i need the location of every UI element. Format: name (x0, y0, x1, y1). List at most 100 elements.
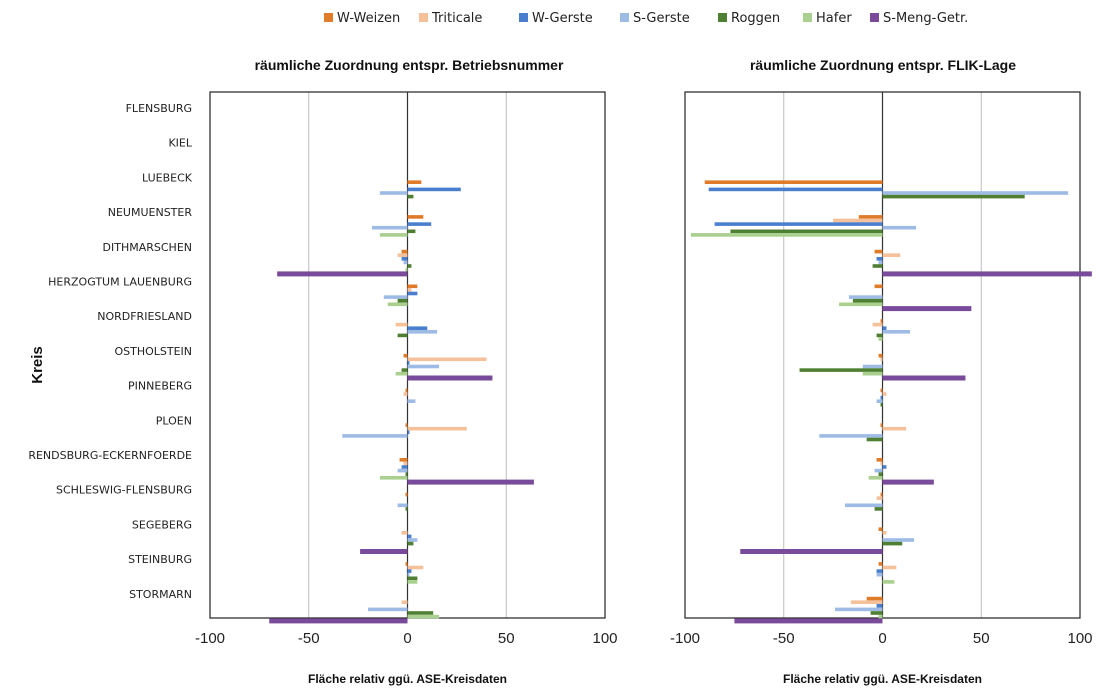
category-label: SEGEBERG (132, 518, 192, 531)
legend-label: Roggen (731, 11, 780, 26)
bar-triticale (397, 253, 408, 257)
bar-s-gerste (407, 399, 416, 403)
bar-s-gerste (397, 503, 408, 508)
bar-triticale (850, 600, 883, 604)
bar-s-gerste (379, 191, 408, 195)
bar-s-gerste (342, 434, 408, 438)
x-tick-label: 100 (592, 630, 617, 647)
bar-triticale (880, 461, 883, 466)
bar-s-gerste (876, 399, 883, 403)
bar-hafer (690, 233, 883, 237)
legend-label: S-Meng-Getr. (883, 11, 968, 26)
bar-triticale (882, 392, 887, 396)
x-tick-label: -100 (195, 630, 225, 647)
bar-w-weizen (405, 492, 408, 497)
legend-label: Triticale (431, 11, 482, 26)
bar-w-gerste (407, 187, 461, 192)
bar-hafer (839, 302, 883, 307)
bar-s-gerste (407, 330, 438, 334)
bar-roggen (407, 264, 412, 268)
bar-w-weizen (403, 353, 408, 358)
bar-s-gerste (882, 330, 911, 334)
legend-swatch-s-gerste (620, 13, 629, 22)
bar-roggen (397, 298, 408, 303)
bar-roggen (852, 298, 883, 303)
bar-s-gerste (835, 607, 883, 612)
bar-triticale (407, 288, 412, 292)
bar-s-gerste (882, 191, 1069, 195)
bar-triticale (395, 322, 408, 327)
bar-s-gerste (862, 364, 883, 369)
bar-hafer (868, 476, 883, 480)
x-tick-label: -50 (298, 630, 320, 647)
bar-s-gerste (407, 538, 418, 542)
bar-roggen (407, 576, 418, 581)
x-tick-label: 0 (878, 630, 886, 647)
bar-w-weizen (880, 388, 883, 393)
x-tick-label: 50 (973, 630, 990, 647)
bar-triticale (872, 322, 883, 327)
bar-w-gerste (880, 395, 883, 400)
bar-w-gerste (407, 569, 412, 573)
bar-w-weizen (407, 284, 418, 289)
legend-swatch-s-meng-getr- (870, 13, 879, 22)
bar-s-meng-getr- (734, 618, 883, 624)
bar-w-gerste (708, 187, 883, 192)
bar-w-weizen (880, 319, 883, 323)
bar-triticale (401, 600, 408, 604)
bar-s-gerste (848, 295, 883, 299)
category-label: KIEL (168, 137, 192, 150)
bar-roggen (407, 194, 414, 199)
bar-s-gerste (407, 364, 440, 369)
bar-hafer (882, 580, 895, 584)
bar-s-gerste (874, 468, 883, 473)
bar-roggen (799, 368, 883, 372)
category-label: STORMARN (129, 588, 192, 601)
bar-roggen (880, 403, 883, 407)
bar-roggen (878, 472, 883, 476)
chart-title: räumliche Zuordnung entspr. Betriebsnumm… (255, 57, 564, 73)
bar-s-gerste (819, 434, 883, 438)
bar-roggen (397, 333, 408, 338)
bar-w-gerste (407, 222, 432, 226)
legend-swatch-w-gerste (519, 13, 528, 22)
bar-hafer (407, 580, 418, 584)
x-axis-label: Fläche relativ ggü. ASE-Kreisdaten (308, 672, 507, 686)
bar-triticale (880, 357, 883, 362)
bar-w-weizen (874, 249, 883, 254)
bar-roggen (872, 264, 883, 268)
x-tick-label: 0 (403, 630, 411, 647)
y-axis-label: Kreis (29, 346, 46, 384)
bar-s-meng-getr- (360, 549, 408, 554)
bar-s-meng-getr- (882, 271, 1092, 277)
bar-s-gerste (371, 225, 408, 230)
category-label: PINNEBERG (128, 380, 192, 393)
bar-hafer (405, 267, 408, 272)
category-label: FLENSBURG (126, 102, 192, 115)
bar-triticale (403, 392, 408, 396)
bar-roggen (405, 507, 408, 511)
bar-triticale (882, 426, 907, 431)
bar-triticale (882, 565, 897, 570)
bar-s-gerste (397, 468, 408, 473)
category-label: LUEBECK (142, 171, 193, 184)
bar-w-weizen (876, 458, 883, 462)
bar-triticale (401, 531, 408, 535)
bar-s-gerste (878, 260, 883, 265)
category-label: RENDSBURG-ECKERNFOERDE (28, 449, 192, 462)
legend-label: W-Gerste (532, 11, 593, 26)
category-label: SCHLESWIG-FLENSBURG (56, 484, 192, 497)
bar-s-meng-getr- (277, 271, 408, 277)
bar-w-gerste (876, 569, 883, 573)
bar-hafer (379, 476, 408, 480)
bar-w-gerste (876, 257, 883, 261)
bar-w-weizen (880, 423, 883, 427)
legend-label: S-Gerste (633, 11, 690, 26)
bar-w-weizen (880, 492, 883, 497)
bar-w-weizen (405, 388, 408, 393)
bar-w-gerste (401, 465, 408, 469)
bar-hafer (395, 371, 408, 376)
bar-w-gerste (882, 465, 887, 469)
bar-roggen (866, 437, 883, 442)
